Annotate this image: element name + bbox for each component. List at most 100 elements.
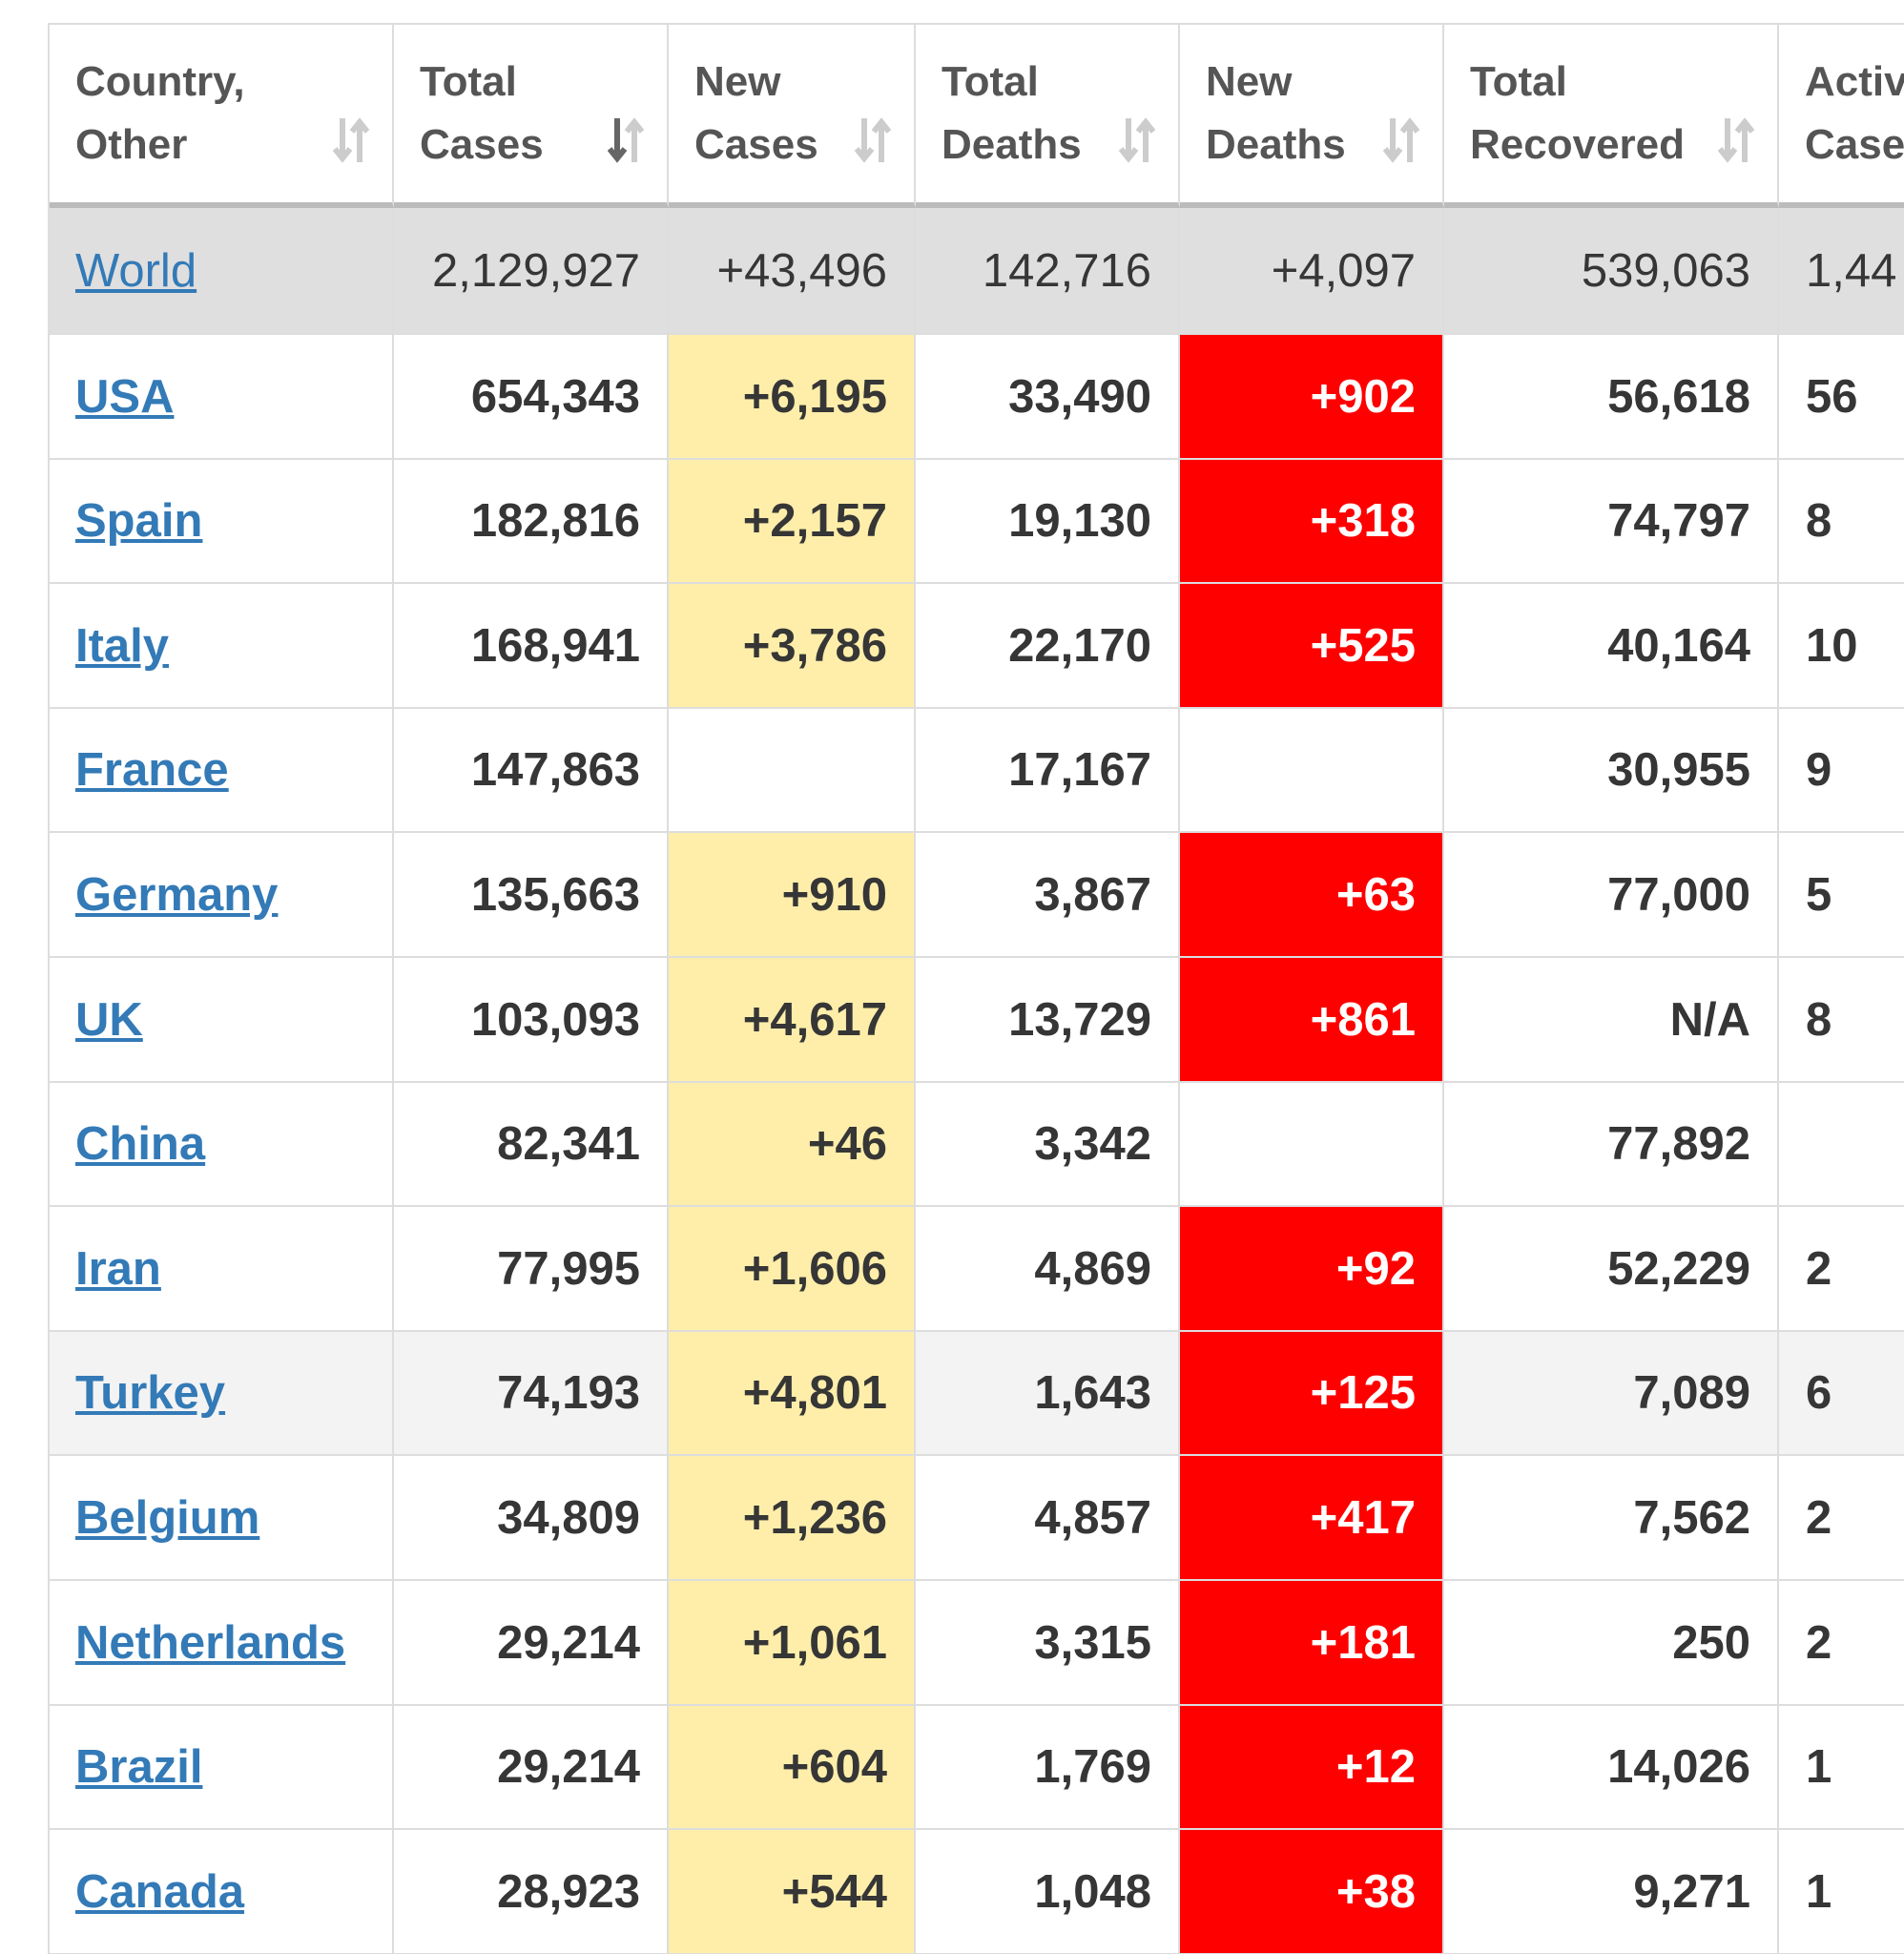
country-cell: World: [50, 208, 394, 335]
cell-value: 2,129,927: [432, 244, 640, 297]
cell-value: +1,606: [742, 1242, 887, 1295]
country-link[interactable]: Brazil: [75, 1741, 203, 1793]
country-link[interactable]: Turkey: [75, 1367, 226, 1419]
value-cell: +910: [669, 833, 916, 958]
cell-value: 14,026: [1607, 1741, 1750, 1793]
country-cell: Belgium: [50, 1456, 394, 1581]
column-header[interactable]: Total Recovered: [1444, 25, 1779, 208]
value-cell: +604: [669, 1706, 916, 1830]
cell-value: +125: [1310, 1367, 1416, 1419]
country-link[interactable]: Germany: [75, 868, 279, 921]
value-cell: 250: [1444, 1581, 1779, 1706]
country-link[interactable]: Iran: [75, 1242, 161, 1295]
value-cell: [1180, 709, 1444, 833]
country-link[interactable]: Netherlands: [75, 1616, 346, 1669]
value-cell: 2: [1779, 1581, 1904, 1706]
cell-value: +4,097: [1271, 244, 1416, 297]
column-header[interactable]: New Deaths: [1180, 25, 1444, 208]
cell-value: +181: [1310, 1616, 1416, 1669]
cell-value: +4,801: [742, 1367, 887, 1419]
table-border: [50, 23, 1904, 25]
value-cell: 74,797: [1444, 460, 1779, 584]
header-text: Other: [75, 121, 188, 168]
cell-value: +63: [1335, 868, 1416, 921]
cell-value: 22,170: [1008, 619, 1151, 672]
cell-value: 5: [1806, 868, 1832, 921]
value-cell: 9,271: [1444, 1830, 1779, 1954]
cell-value: 1,769: [1034, 1741, 1151, 1793]
column-header[interactable]: Total Deaths: [916, 25, 1180, 208]
country-cell: UK: [50, 958, 394, 1083]
column-header[interactable]: New Cases: [669, 25, 916, 208]
cell-value: 10: [1806, 619, 1858, 672]
cell-value: 74,797: [1607, 495, 1750, 547]
country-link[interactable]: USA: [75, 370, 175, 423]
cell-value: 29,214: [497, 1741, 640, 1793]
value-cell: [1180, 1083, 1444, 1207]
country-cell: Turkey: [50, 1332, 394, 1456]
value-cell: 77,995: [394, 1207, 669, 1332]
sort-icon[interactable]: [608, 116, 646, 164]
value-cell: +4,801: [669, 1332, 916, 1456]
header-text: Total: [1470, 58, 1567, 105]
value-cell: 2,129,927: [394, 208, 669, 335]
value-cell: 17,167: [916, 709, 1180, 833]
country-link[interactable]: Belgium: [75, 1491, 260, 1544]
value-cell: +6,195: [669, 335, 916, 460]
value-cell: 1,048: [916, 1830, 1180, 1954]
cell-value: 1: [1806, 1741, 1832, 1793]
value-cell: 28,923: [394, 1830, 669, 1954]
value-cell: +544: [669, 1830, 916, 1954]
cell-value: 8: [1806, 495, 1832, 547]
value-cell: 1,643: [916, 1332, 1180, 1456]
sort-icon[interactable]: [1119, 116, 1157, 164]
sort-icon[interactable]: [1718, 116, 1756, 164]
cell-value: 3,867: [1034, 868, 1151, 921]
cell-value: +902: [1310, 370, 1416, 423]
sort-icon[interactable]: [333, 116, 371, 164]
country-link[interactable]: UK: [75, 993, 143, 1046]
header-text: Total: [420, 58, 517, 105]
value-cell: 29,214: [394, 1706, 669, 1830]
cell-value: 4,857: [1034, 1491, 1151, 1544]
cell-value: 7,089: [1633, 1367, 1750, 1419]
cell-value: 34,809: [497, 1491, 640, 1544]
cell-value: 6: [1806, 1367, 1832, 1419]
country-link[interactable]: China: [75, 1118, 206, 1170]
sort-icon[interactable]: [1383, 116, 1421, 164]
cell-value: 2: [1806, 1616, 1832, 1669]
country-link[interactable]: Italy: [75, 619, 170, 672]
value-cell: +902: [1180, 335, 1444, 460]
country-link[interactable]: Canada: [75, 1865, 245, 1918]
cell-value: +861: [1310, 993, 1416, 1046]
column-header[interactable]: Country, Other: [50, 25, 394, 208]
cell-value: +6,195: [742, 370, 887, 423]
cell-value: +3,786: [742, 619, 887, 672]
country-cell: Italy: [50, 584, 394, 709]
value-cell: [669, 709, 916, 833]
country-link[interactable]: France: [75, 744, 229, 796]
cell-value: 9,271: [1633, 1865, 1750, 1918]
cell-value: +525: [1310, 619, 1416, 672]
value-cell: 4,857: [916, 1456, 1180, 1581]
value-cell: 1: [1779, 1706, 1904, 1830]
value-cell: 33,490: [916, 335, 1180, 460]
value-cell: +1,606: [669, 1207, 916, 1332]
cell-value: 2: [1806, 1242, 1832, 1295]
cell-value: 7,562: [1633, 1491, 1750, 1544]
value-cell: +181: [1180, 1581, 1444, 1706]
value-cell: 168,941: [394, 584, 669, 709]
cell-value: 8: [1806, 993, 1832, 1046]
value-cell: 77,892: [1444, 1083, 1779, 1207]
value-cell: 3,342: [916, 1083, 1180, 1207]
value-cell: 2: [1779, 1207, 1904, 1332]
country-link[interactable]: Spain: [75, 495, 203, 547]
value-cell: 7,562: [1444, 1456, 1779, 1581]
column-header[interactable]: Total Cases: [394, 25, 669, 208]
cell-value: +417: [1310, 1491, 1416, 1544]
value-cell: 5: [1779, 833, 1904, 958]
sort-icon[interactable]: [855, 116, 893, 164]
country-cell: Netherlands: [50, 1581, 394, 1706]
cell-value: 3,315: [1034, 1616, 1151, 1669]
cell-value: +544: [781, 1865, 887, 1918]
